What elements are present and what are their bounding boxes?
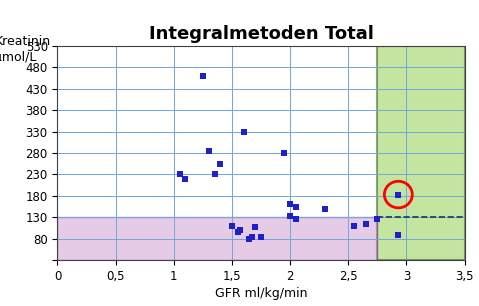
Point [257,234,265,239]
Point [240,129,248,134]
Point [199,73,207,78]
Point [321,206,329,211]
Point [292,217,300,222]
Point [292,204,300,209]
Title: Integralmetoden Total: Integralmetoden Total [148,25,374,43]
Point [236,228,244,233]
Text: Kreatinin
μmol/L: Kreatinin μmol/L [0,35,50,64]
Point [246,236,253,241]
Point [251,225,259,230]
X-axis label: GFR ml/kg/min: GFR ml/kg/min [215,287,308,300]
Point [281,151,288,155]
Point [350,223,358,228]
Point [234,230,241,235]
Point [176,172,183,177]
Point [228,223,236,228]
Point [211,172,218,177]
Point [362,221,370,226]
Bar [57,217,377,260]
Bar [377,46,465,260]
Point [248,234,256,239]
Point [374,217,381,222]
Point [205,148,213,153]
Point [395,233,402,238]
Point [217,161,224,166]
Point [286,202,294,207]
Point [286,214,294,218]
Point [395,192,402,197]
Point [182,176,189,181]
